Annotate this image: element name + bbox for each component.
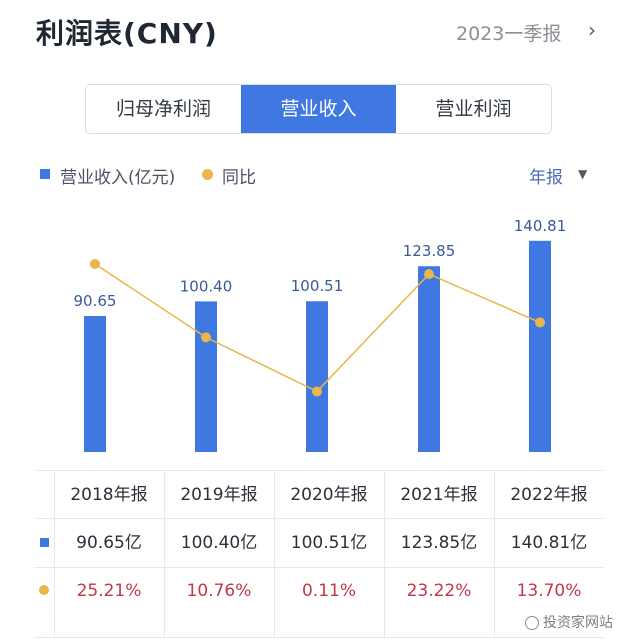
revenue-cell: 100.40亿 xyxy=(180,533,258,553)
growth-point-2020年报[interactable] xyxy=(312,386,322,397)
bar-2018年报[interactable] xyxy=(84,316,106,452)
legend-bar-swatch xyxy=(40,169,50,179)
legend-line-swatch xyxy=(202,169,213,180)
bar-2022年报[interactable] xyxy=(529,240,551,452)
table-header-2020: 2020年报 xyxy=(290,485,368,505)
page-title: 利润表(CNY) xyxy=(36,17,218,50)
period-type-dropdown[interactable]: 年报 xyxy=(529,168,563,188)
legend-bar-label: 营业收入(亿元) xyxy=(60,168,176,188)
bar-2021年报[interactable] xyxy=(418,266,440,452)
growth-row-swatch xyxy=(39,585,49,595)
bar-value-label: 100.40 xyxy=(180,277,233,295)
growth-cell: 13.70% xyxy=(516,581,582,601)
growth-point-2021年报[interactable] xyxy=(424,269,434,280)
growth-point-2019年报[interactable] xyxy=(201,332,211,343)
bar-2020年报[interactable] xyxy=(306,301,328,452)
revenue-chart: 90.65 100.40 100.51 123.85 140.81 xyxy=(74,217,567,452)
revenue-cell: 123.85亿 xyxy=(400,533,478,553)
metric-tabs: 归母净利润 营业收入 营业利润 xyxy=(85,84,552,134)
table-header-2022: 2022年报 xyxy=(510,485,588,505)
revenue-cell: 90.65亿 xyxy=(76,533,142,553)
bar-value-label: 100.51 xyxy=(291,277,344,295)
table-header-2021: 2021年报 xyxy=(400,485,478,505)
tab-net-profit[interactable]: 归母净利润 xyxy=(115,98,211,120)
growth-cell: 23.22% xyxy=(406,581,472,601)
growth-cell: 10.76% xyxy=(186,581,252,601)
watermark-logo-icon xyxy=(525,616,539,630)
bar-value-label: 140.81 xyxy=(514,217,567,235)
growth-point-2022年报[interactable] xyxy=(535,317,545,328)
watermark: 投资家网站 xyxy=(543,615,613,631)
revenue-cell: 140.81亿 xyxy=(510,533,588,553)
revenue-cell: 100.51亿 xyxy=(290,533,368,553)
bar-value-label: 90.65 xyxy=(74,292,117,310)
chevron-right-icon[interactable]: › xyxy=(588,18,596,42)
bar-2019年报[interactable] xyxy=(195,301,217,452)
legend-line-label: 同比 xyxy=(222,168,256,188)
caret-down-icon[interactable]: ▼ xyxy=(578,167,588,181)
tab-operating-profit[interactable]: 营业利润 xyxy=(435,98,512,120)
table-header-2019: 2019年报 xyxy=(180,485,258,505)
data-table: 2018年报 2019年报 2020年报 2021年报 2022年报 90.65… xyxy=(34,470,604,638)
growth-cell: 0.11% xyxy=(301,581,356,601)
report-period-selector[interactable]: 2023一季报 xyxy=(456,23,562,45)
table-header-2018: 2018年报 xyxy=(70,485,148,505)
bar-value-label: 123.85 xyxy=(403,242,456,260)
revenue-row-swatch xyxy=(40,538,49,547)
tab-revenue[interactable]: 营业收入 xyxy=(241,85,396,133)
growth-point-2018年报[interactable] xyxy=(90,259,100,270)
growth-cell: 25.21% xyxy=(76,581,142,601)
